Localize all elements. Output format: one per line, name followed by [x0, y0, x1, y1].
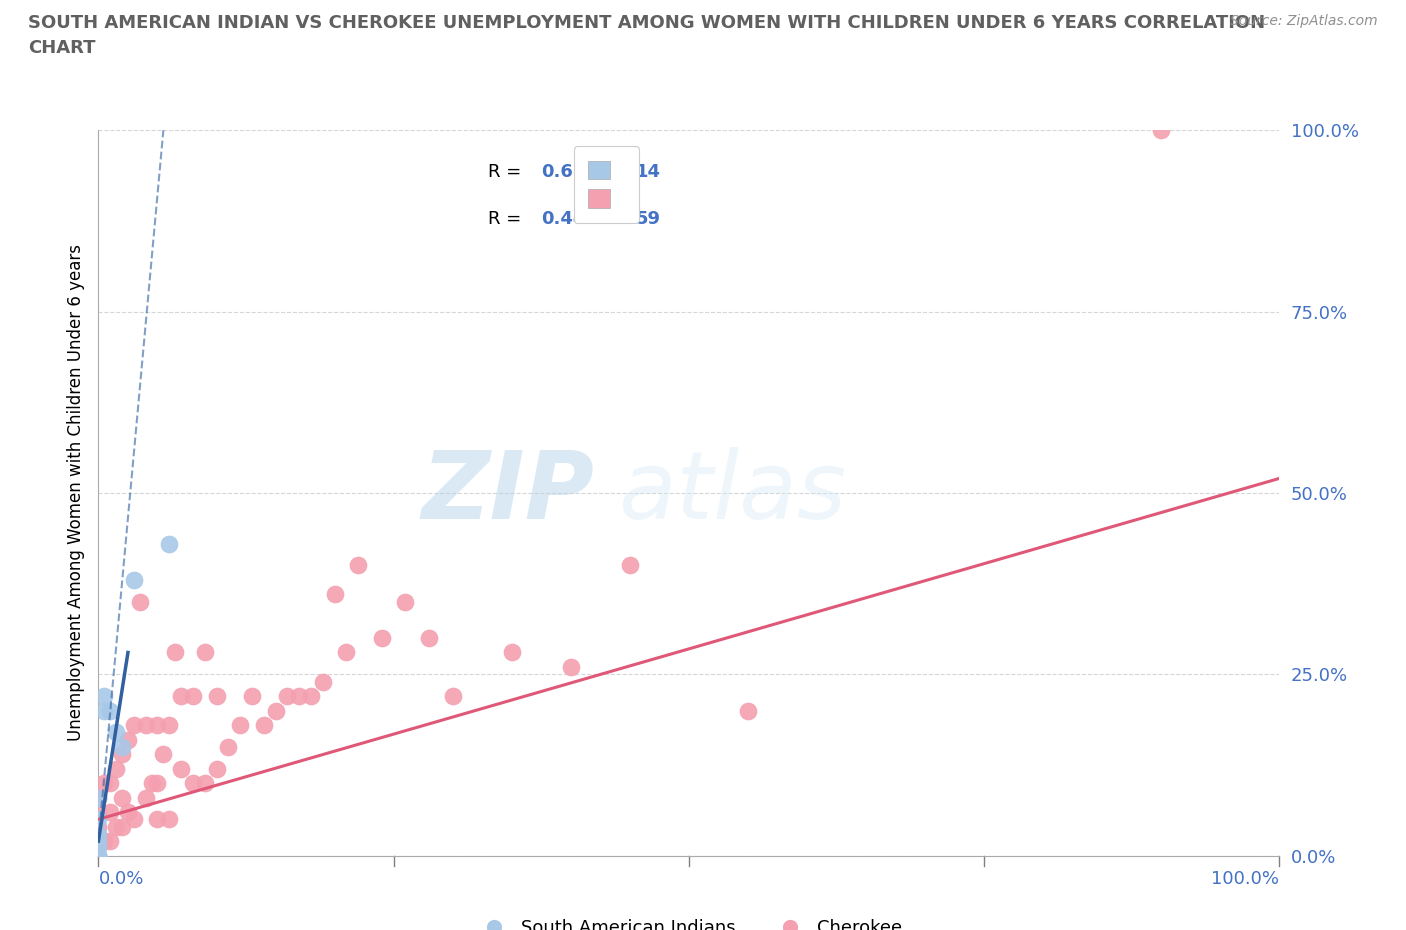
Point — [276, 688, 298, 703]
Point — [87, 848, 110, 863]
Text: 14: 14 — [636, 163, 661, 180]
Point — [98, 833, 121, 848]
Point — [135, 790, 157, 805]
Text: 59: 59 — [636, 210, 661, 228]
Point — [312, 674, 335, 689]
Point — [240, 688, 263, 703]
Point — [205, 688, 228, 703]
Text: 100.0%: 100.0% — [1212, 870, 1279, 888]
Point — [299, 688, 322, 703]
Point — [93, 776, 115, 790]
Point — [157, 537, 180, 551]
Y-axis label: Unemployment Among Women with Children Under 6 years: Unemployment Among Women with Children U… — [66, 245, 84, 741]
Point — [181, 688, 204, 703]
Point — [87, 827, 110, 842]
Point — [288, 688, 311, 703]
Point — [98, 776, 121, 790]
Point — [105, 819, 128, 834]
Point — [87, 841, 110, 856]
Point — [117, 804, 139, 819]
Text: atlas: atlas — [619, 447, 846, 538]
Point — [98, 703, 121, 718]
Point — [93, 703, 115, 718]
Text: R =: R = — [488, 163, 527, 180]
Point — [93, 688, 115, 703]
Point — [111, 739, 134, 754]
Point — [737, 703, 759, 718]
Point — [157, 812, 180, 827]
Text: 0.0%: 0.0% — [98, 870, 143, 888]
Text: ZIP: ZIP — [422, 447, 595, 538]
Point — [87, 833, 110, 848]
Point — [335, 645, 357, 660]
Point — [111, 747, 134, 762]
Point — [560, 659, 582, 674]
Point — [122, 573, 145, 588]
Point — [111, 819, 134, 834]
Text: N =: N = — [589, 163, 640, 180]
Point — [619, 558, 641, 573]
Point — [111, 790, 134, 805]
Point — [105, 724, 128, 739]
Point — [87, 804, 110, 819]
Point — [87, 790, 110, 805]
Text: CHART: CHART — [28, 39, 96, 57]
Point — [141, 776, 163, 790]
Point — [165, 645, 187, 660]
Point — [87, 790, 110, 805]
Point — [98, 804, 121, 819]
Point — [323, 587, 346, 602]
Point — [87, 848, 110, 863]
Point — [264, 703, 287, 718]
Point — [87, 819, 110, 834]
Text: 0.621: 0.621 — [541, 163, 598, 180]
Legend: South American Indians, Cherokee: South American Indians, Cherokee — [468, 912, 910, 930]
Point — [122, 718, 145, 733]
Point — [135, 718, 157, 733]
Point — [253, 718, 276, 733]
Point — [87, 848, 110, 863]
Text: SOUTH AMERICAN INDIAN VS CHEROKEE UNEMPLOYMENT AMONG WOMEN WITH CHILDREN UNDER 6: SOUTH AMERICAN INDIAN VS CHEROKEE UNEMPL… — [28, 14, 1265, 32]
Point — [170, 761, 193, 776]
Point — [441, 688, 464, 703]
Point — [229, 718, 252, 733]
Point — [122, 812, 145, 827]
Point — [194, 645, 217, 660]
Text: Source: ZipAtlas.com: Source: ZipAtlas.com — [1230, 14, 1378, 28]
Text: R =: R = — [488, 210, 527, 228]
Point — [501, 645, 523, 660]
Point — [117, 732, 139, 747]
Point — [87, 833, 110, 848]
Point — [146, 812, 169, 827]
Point — [181, 776, 204, 790]
Point — [418, 631, 440, 645]
Point — [146, 776, 169, 790]
Point — [93, 833, 115, 848]
Text: N =: N = — [589, 210, 640, 228]
Point — [347, 558, 370, 573]
Point — [152, 747, 174, 762]
Point — [170, 688, 193, 703]
Point — [146, 718, 169, 733]
Point — [157, 718, 180, 733]
Point — [394, 594, 416, 609]
Text: 0.447: 0.447 — [541, 210, 598, 228]
Point — [194, 776, 217, 790]
Point — [371, 631, 394, 645]
Point — [205, 761, 228, 776]
Point — [128, 594, 150, 609]
Point — [87, 812, 110, 827]
Point — [105, 761, 128, 776]
Point — [1150, 123, 1173, 138]
Point — [217, 739, 239, 754]
